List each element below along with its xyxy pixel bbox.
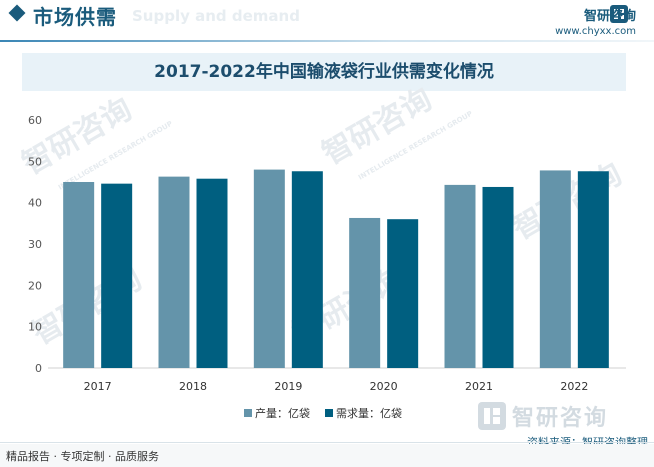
bar-demand-2022 <box>577 171 609 368</box>
page-header: 市场供需 Supply and demand 智研咨询 www.chyxx.co… <box>0 0 654 40</box>
bar-production-2018 <box>158 176 190 368</box>
x-tick-label: 2018 <box>179 380 207 393</box>
x-tick-label: 2021 <box>465 380 493 393</box>
y-tick-label: 30 <box>28 238 42 251</box>
source-brand-name: 智研咨询 <box>512 406 609 431</box>
bar-demand-2017 <box>101 183 133 368</box>
bars-layer <box>63 169 609 368</box>
bar-demand-2021 <box>482 186 514 368</box>
legend-swatch-production <box>244 409 252 417</box>
bar-demand-2019 <box>291 171 323 368</box>
legend: 产量：亿袋 需求量：亿袋 <box>244 406 402 420</box>
chart-title-box: 2017-2022年中国输液袋行业供需变化情况 <box>22 53 626 91</box>
brand-logo-icon <box>610 5 628 23</box>
bar-production-2022 <box>539 170 571 368</box>
watermark-text: 智研咨询 <box>317 82 438 172</box>
legend-label-production: 产量：亿袋 <box>255 406 310 420</box>
brand-url: www.chyxx.com <box>555 26 636 37</box>
brand-name: 智研咨询 <box>583 9 636 24</box>
y-tick-label: 10 <box>28 321 42 334</box>
x-tick-label: 2020 <box>370 380 398 393</box>
header-ghost-text: Supply and demand <box>132 7 300 25</box>
x-tick-label: 2022 <box>560 380 588 393</box>
bar-production-2020 <box>349 217 381 368</box>
bar-chart: 智研咨询 智研咨询 智研咨询 智研咨询 智研咨询 INTELLIGENCE RE… <box>17 82 628 420</box>
bar-production-2019 <box>253 169 285 368</box>
source-brand-logo-icon <box>478 402 506 430</box>
footer-tagline: 精品报告 · 专项定制 · 品质服务 <box>6 450 159 463</box>
y-tick-label: 50 <box>28 155 42 168</box>
bar-production-2017 <box>63 182 95 368</box>
legend-swatch-demand <box>325 409 333 417</box>
page-footer: 精品报告 · 专项定制 · 品质服务 <box>0 444 654 467</box>
y-axis: 0 10 20 30 40 50 60 <box>28 114 42 375</box>
x-tick-label: 2017 <box>84 380 112 393</box>
y-tick-label: 60 <box>28 114 42 127</box>
y-tick-label: 0 <box>35 362 42 375</box>
source-brand-watermark: 智研咨询 <box>478 400 638 432</box>
bar-production-2021 <box>444 184 476 368</box>
x-tick-label: 2019 <box>274 380 302 393</box>
x-axis: 2017 2018 2019 2020 2021 2022 <box>84 380 589 393</box>
footer-divider <box>0 442 654 443</box>
bar-demand-2018 <box>196 178 228 368</box>
watermark-text: 智研咨询 <box>17 92 138 182</box>
legend-label-demand: 需求量：亿袋 <box>336 406 402 420</box>
header-divider <box>0 40 654 42</box>
y-tick-label: 40 <box>28 197 42 210</box>
bar-demand-2020 <box>387 219 419 368</box>
y-tick-label: 20 <box>28 279 42 292</box>
page-title: 市场供需 <box>33 5 117 29</box>
chart-title: 2017-2022年中国输液袋行业供需变化情况 <box>154 62 494 82</box>
